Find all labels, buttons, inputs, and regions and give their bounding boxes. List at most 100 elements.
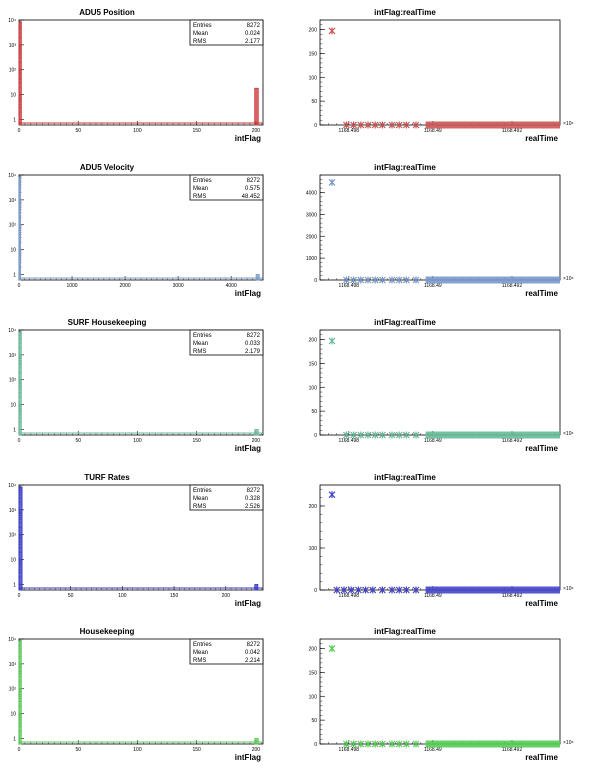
scatter-point xyxy=(412,586,420,594)
chart-title: TURF Rates xyxy=(84,473,130,482)
stat-value: 0.024 xyxy=(245,31,261,37)
scatter-point xyxy=(402,740,410,748)
scatter-point xyxy=(350,740,358,748)
stat-value: 2.179 xyxy=(245,349,261,355)
chart-adu5-position: ADU5 Position intFlag 1 10 10² 10³ 10⁴ 0 50 100 15… xyxy=(8,8,264,143)
y-tick-label: 0 xyxy=(314,588,317,594)
x-tick-label: 100 xyxy=(133,128,142,134)
y-tick-label: 10 xyxy=(10,712,16,718)
x-tick-label: 1168.498 xyxy=(339,128,360,134)
chart-title: intFlag:realTime xyxy=(374,627,436,636)
scatter-point xyxy=(342,431,350,439)
x-tick-label: 50 xyxy=(75,128,81,134)
chart-title: ADU5 Velocity xyxy=(80,163,135,172)
scatter-point xyxy=(364,431,372,439)
scatter-point xyxy=(328,645,336,653)
stat-label: RMS xyxy=(193,39,206,45)
x-tick-label: 1168.492 xyxy=(502,438,523,444)
scatter-point xyxy=(357,431,365,439)
hist-bar xyxy=(18,640,22,745)
plot-frame xyxy=(319,638,561,745)
stat-label: Entries xyxy=(193,178,212,184)
y-tick-label: 10⁴ xyxy=(8,173,16,179)
stats-box xyxy=(189,174,264,201)
scatter-point xyxy=(371,276,379,284)
scatter-point xyxy=(369,586,377,594)
y-tick-label: 150 xyxy=(309,670,318,676)
chart-adu5-position-time: intFlag:realTime realTime 0 50 100 150 200 1168… xyxy=(309,8,574,143)
scatter-point xyxy=(371,740,379,748)
x-exponent-label: ×10⁶ xyxy=(563,121,574,127)
hist-bar xyxy=(254,584,259,591)
scatter-point xyxy=(342,276,350,284)
scatter-point xyxy=(354,586,362,594)
x-tick-label: 1168.49 xyxy=(424,593,442,599)
x-tick-label: 1168.49 xyxy=(424,283,442,289)
y-tick-label: 1 xyxy=(13,582,16,588)
y-tick-label: 1 xyxy=(13,272,16,278)
x-exponent-label: ×10⁶ xyxy=(563,276,574,282)
scatter-point xyxy=(388,586,396,594)
scatter-point xyxy=(378,586,386,594)
x-axis-label: intFlag xyxy=(235,444,261,453)
x-axis-label: realTime xyxy=(525,134,558,143)
chart-title: intFlag:realTime xyxy=(374,8,436,17)
chart-title: SURF Housekeeping xyxy=(68,318,147,327)
stat-value: 8272 xyxy=(247,23,261,29)
y-tick-label: 10² xyxy=(9,378,17,384)
stats-box xyxy=(189,19,264,46)
scatter-point xyxy=(364,121,372,129)
x-tick-label: 100 xyxy=(118,593,127,599)
x-tick-label: 50 xyxy=(75,747,81,753)
stat-value: 2.526 xyxy=(245,504,261,510)
scatter-point xyxy=(350,121,358,129)
y-tick-label: 100 xyxy=(309,75,318,81)
stats-box xyxy=(189,329,264,356)
chart-title: intFlag:realTime xyxy=(374,163,436,172)
stat-label: Mean xyxy=(193,650,208,656)
x-tick-label: 1168.49 xyxy=(424,438,442,444)
x-tick-label: 1168.492 xyxy=(502,747,523,753)
y-tick-label: 10² xyxy=(9,687,17,693)
y-tick-label: 10² xyxy=(9,223,17,229)
scatter-point-band xyxy=(425,276,560,284)
plot-frame xyxy=(319,329,561,436)
scatter-point xyxy=(357,276,365,284)
y-tick-label: 3000 xyxy=(306,212,317,218)
chart-adu5-velocity-time: intFlag:realTime realTime 0 1000 2000 3000 400… xyxy=(306,163,574,298)
stat-label: RMS xyxy=(193,504,206,510)
y-tick-label: 1000 xyxy=(306,256,317,262)
stat-value: 2.214 xyxy=(245,658,261,664)
scatter-point xyxy=(388,121,396,129)
x-tick-label: 4000 xyxy=(226,283,237,289)
x-axis-label: realTime xyxy=(525,753,558,762)
y-tick-label: 10³ xyxy=(9,662,17,668)
chart-surf-housekeeping: SURF Housekeeping intFlag 1 10 10² 10³ 10⁴ 0 50 1… xyxy=(8,318,264,453)
scatter-point xyxy=(364,740,372,748)
x-tick-label: 0 xyxy=(18,593,21,599)
scatter-point xyxy=(328,27,336,35)
y-tick-label: 10³ xyxy=(9,508,17,514)
hist-bar xyxy=(18,21,22,126)
y-tick-label: 50 xyxy=(311,99,317,105)
scatter-point xyxy=(395,431,403,439)
y-tick-label: 200 xyxy=(309,28,318,34)
scatter-point xyxy=(371,431,379,439)
y-tick-label: 200 xyxy=(309,647,318,653)
x-tick-label: 200 xyxy=(252,128,261,134)
x-tick-label: 3000 xyxy=(173,283,184,289)
scatter-point xyxy=(395,740,403,748)
hist-bar xyxy=(18,176,21,281)
y-tick-label: 0 xyxy=(314,278,317,284)
stat-label: Mean xyxy=(193,341,208,347)
scatter-point xyxy=(388,431,396,439)
chart-surf-housekeeping-time: intFlag:realTime realTime 0 50 100 150 200 1168… xyxy=(309,318,574,453)
chart-turf-rates-time: intFlag:realTime realTime 0 100 200 1168.498 1… xyxy=(309,473,574,608)
y-tick-label: 1 xyxy=(13,427,16,433)
scatter-point xyxy=(357,121,365,129)
y-tick-label: 2000 xyxy=(306,234,317,240)
scatter-point-band xyxy=(425,586,560,594)
scatter-point-band xyxy=(425,740,560,748)
chart-adu5-velocity: ADU5 Velocity intFlag 1 10 10² 10³ 10⁴ 0 1000 200… xyxy=(8,163,264,298)
scatter-point xyxy=(350,431,358,439)
